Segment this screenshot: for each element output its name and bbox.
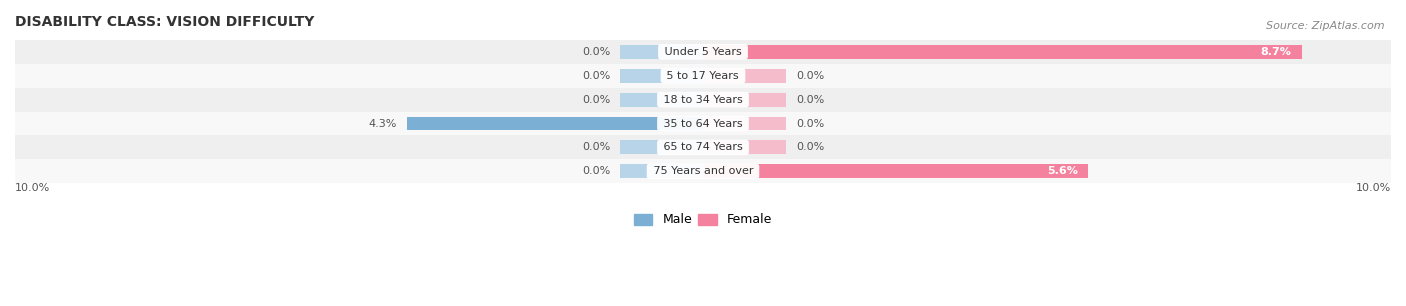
Text: 0.0%: 0.0% (582, 95, 610, 105)
Legend: Male, Female: Male, Female (628, 208, 778, 231)
Bar (15, 64, 1391, 88)
Bar (15, 159, 1391, 183)
Bar (620, 164, 703, 178)
Text: 8.7%: 8.7% (1260, 47, 1291, 57)
Bar (703, 140, 786, 154)
Text: Under 5 Years: Under 5 Years (661, 47, 745, 57)
Bar (408, 117, 703, 130)
Bar (703, 164, 1088, 178)
Text: 5 to 17 Years: 5 to 17 Years (664, 71, 742, 81)
Text: 0.0%: 0.0% (796, 118, 824, 129)
Bar (15, 40, 1391, 64)
Bar (703, 69, 786, 83)
Text: 10.0%: 10.0% (1355, 183, 1391, 193)
Text: 0.0%: 0.0% (796, 142, 824, 152)
Text: 10.0%: 10.0% (15, 183, 51, 193)
Text: 5.6%: 5.6% (1047, 166, 1078, 176)
Bar (620, 69, 703, 83)
Bar (620, 93, 703, 106)
Bar (703, 45, 1302, 59)
Bar (15, 136, 1391, 159)
Text: 18 to 34 Years: 18 to 34 Years (659, 95, 747, 105)
Bar (620, 140, 703, 154)
Bar (15, 112, 1391, 136)
Text: 0.0%: 0.0% (582, 166, 610, 176)
Text: 0.0%: 0.0% (582, 142, 610, 152)
Text: 0.0%: 0.0% (796, 71, 824, 81)
Text: 35 to 64 Years: 35 to 64 Years (659, 118, 747, 129)
Text: 0.0%: 0.0% (582, 71, 610, 81)
Bar (620, 45, 703, 59)
Bar (703, 93, 786, 106)
Text: 0.0%: 0.0% (796, 95, 824, 105)
Text: 0.0%: 0.0% (582, 47, 610, 57)
Bar (15, 88, 1391, 112)
Text: Source: ZipAtlas.com: Source: ZipAtlas.com (1267, 21, 1385, 32)
Text: 4.3%: 4.3% (368, 118, 396, 129)
Text: 75 Years and over: 75 Years and over (650, 166, 756, 176)
Text: DISABILITY CLASS: VISION DIFFICULTY: DISABILITY CLASS: VISION DIFFICULTY (15, 15, 315, 29)
Bar (703, 117, 786, 130)
Text: 65 to 74 Years: 65 to 74 Years (659, 142, 747, 152)
